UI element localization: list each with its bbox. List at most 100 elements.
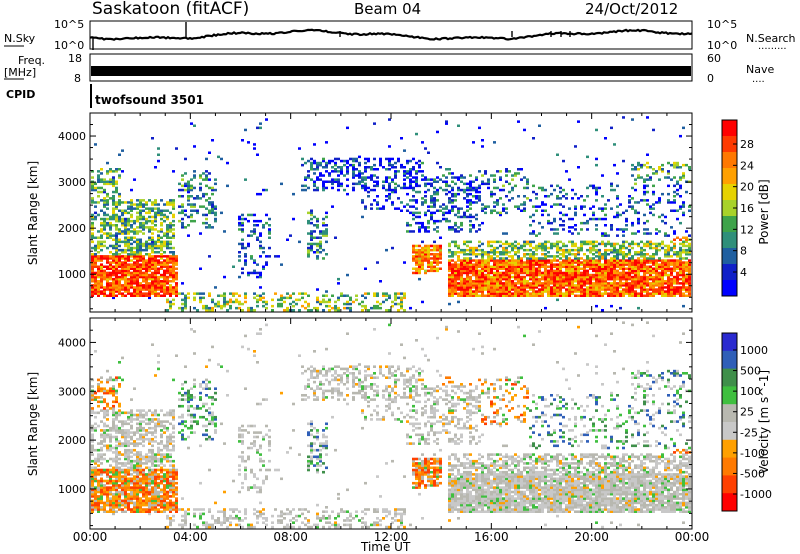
power-cell [115,288,118,291]
power-cell [685,230,688,233]
power-cell [145,201,148,204]
colorbar-swatch [722,264,737,281]
power-cell [463,242,466,246]
velocity-cell [115,470,118,474]
power-cell [676,182,679,186]
power-cell [493,284,496,287]
velocity-cell [112,420,115,423]
power-cell [418,257,421,260]
power-cell [607,275,610,279]
power-cell [517,255,520,258]
power-cell [331,306,334,310]
power-cell [508,190,511,194]
power-cell [643,263,646,266]
power-cell [655,271,658,275]
power-cell [175,275,178,279]
power-cell [190,178,193,181]
power-cell [94,215,97,219]
power-cell [577,259,580,262]
power-cell [133,246,136,250]
power-cell [355,182,358,186]
power-cell [130,265,133,268]
power-cell [655,172,658,175]
power-cell [469,188,472,192]
power-cell [250,271,253,275]
power-cell [361,184,364,188]
power-cell [577,251,580,254]
power-cell [523,284,526,287]
power-cell [106,282,109,285]
power-cell [679,176,682,179]
power-cell [238,302,241,306]
power-cell [472,294,475,297]
power-cell [682,263,685,266]
power-cell [553,259,556,262]
power-cell [595,288,598,291]
power-cell [562,271,565,275]
power-cell [490,288,493,291]
power-cell [136,282,139,285]
velocity-cell [94,459,97,463]
power-cell [589,257,592,260]
power-cell [490,244,493,248]
power-cell [580,275,583,279]
power-cell [469,248,472,252]
power-cell [205,174,208,177]
power-cell [553,228,556,231]
power-cell [238,251,241,254]
power-cell [109,197,112,200]
station-title: Saskatoon (fitACF) [92,0,249,19]
power-cell [418,211,421,215]
power-cell [526,267,529,270]
power-cell [562,213,565,217]
power-cell [472,290,475,293]
power-cell [121,294,124,297]
power-cell [241,246,244,250]
power-cell [109,288,112,291]
power-cell [652,257,655,260]
power-cell [598,267,601,270]
power-cell [172,259,175,262]
power-cell [646,199,649,202]
power-cell [172,302,175,306]
power-cell [268,232,271,235]
power-cell [655,228,658,231]
power-cell [187,186,190,190]
power-cell [460,275,463,279]
power-cell [679,265,682,268]
power-cell [676,251,679,254]
power-cell [370,203,373,206]
power-cell [502,290,505,293]
power-cell [502,184,505,188]
power-cell [364,166,367,169]
power-cell [430,182,433,186]
power-cell [580,277,583,281]
power-cell [613,271,616,275]
power-cell [322,294,325,297]
power-cell [115,261,118,264]
power-cell [298,240,301,244]
power-cell [640,246,643,250]
power-cell [202,292,205,295]
power-cell [616,292,619,295]
power-cell [598,261,601,264]
power-cell [514,288,517,291]
power-cell [616,257,619,260]
power-cell [157,203,160,206]
power-cell [355,298,358,302]
power-cell [676,271,679,275]
power-cell [238,242,241,246]
power-cell [346,159,349,163]
power-cell [166,288,169,291]
power-cell [133,232,136,235]
power-cell [403,296,406,300]
power-cell [676,277,679,281]
power-cell [121,288,124,291]
power-cell [622,242,625,246]
power-cell [550,205,553,208]
power-cell [244,128,247,132]
power-cell [118,201,121,204]
power-cell [664,244,667,248]
power-cell [409,306,412,310]
power-cell [457,275,460,279]
